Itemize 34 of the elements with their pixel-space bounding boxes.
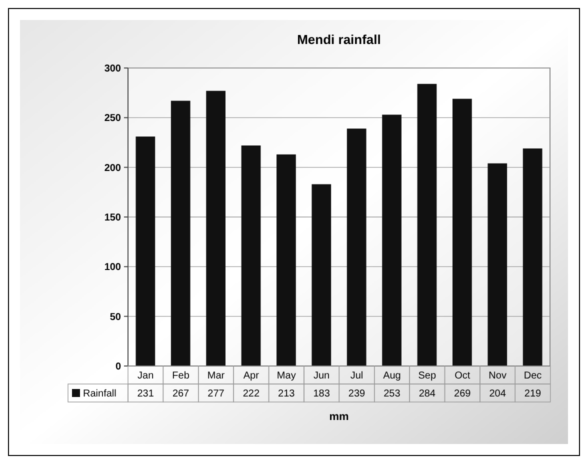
data-label: 253 [384, 388, 401, 400]
y-tick-label: 100 [104, 262, 122, 274]
data-label: 183 [313, 388, 330, 400]
data-label: 284 [418, 388, 436, 400]
x-tick-label: Feb [172, 370, 190, 382]
x-tick-label: Sep [418, 370, 436, 382]
y-tick-label: 50 [110, 312, 122, 323]
y-tick-label: 300 [104, 64, 122, 74]
data-label: 269 [454, 388, 472, 400]
x-axis-title: mm [329, 411, 349, 423]
data-label: 277 [208, 388, 225, 400]
y-tick-label: 200 [104, 162, 122, 174]
x-tick-label: Jan [138, 370, 154, 382]
legend-label: Rainfall [83, 388, 116, 400]
x-tick-label: Nov [488, 370, 506, 382]
data-label: 219 [524, 388, 542, 400]
y-tick-label: 250 [104, 113, 122, 124]
x-tick-label: May [276, 370, 296, 382]
chart-title: Mendi rainfall [297, 32, 381, 47]
x-tick-label: Dec [524, 370, 542, 382]
y-tick-label: 0 [115, 362, 122, 372]
data-label: 267 [172, 388, 190, 400]
data-label: 213 [278, 388, 296, 400]
x-tick-label: Oct [454, 370, 470, 382]
data-label: 231 [137, 388, 154, 400]
y-tick-label: 150 [104, 212, 122, 224]
x-tick-label: Apr [243, 370, 260, 382]
x-tick-label: Aug [383, 370, 401, 382]
x-tick-label: Mar [207, 370, 226, 382]
x-tick-label: Jun [314, 370, 330, 382]
x-tick-label: Jul [350, 370, 364, 382]
data-label: 222 [242, 388, 260, 400]
data-label: 239 [348, 388, 366, 400]
data-label: 204 [489, 388, 506, 400]
